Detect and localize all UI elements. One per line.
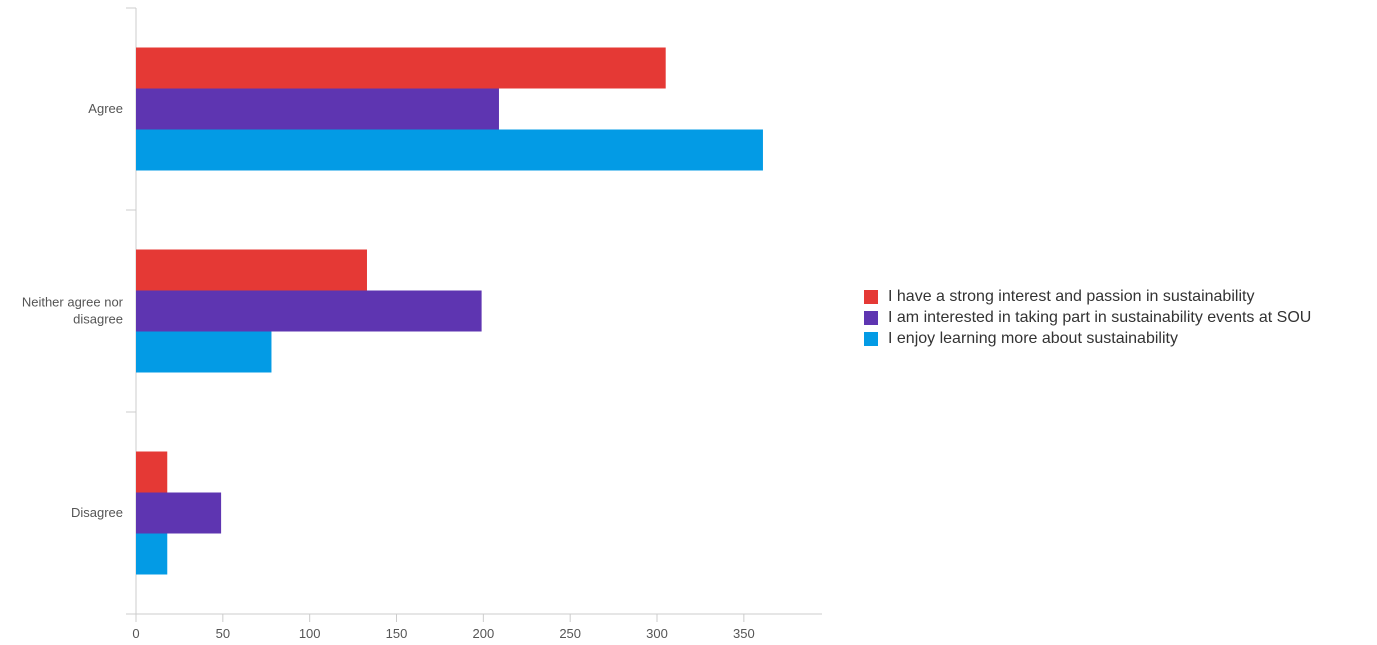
x-tick-label: 200 [472, 626, 494, 641]
y-category-label: Agree [88, 101, 123, 116]
legend-item: I have a strong interest and passion in … [864, 286, 1311, 307]
x-tick-label: 250 [559, 626, 581, 641]
legend-label: I enjoy learning more about sustainabili… [888, 329, 1178, 347]
legend-swatch [864, 310, 878, 325]
legend-swatch [864, 331, 878, 346]
chart-bars [136, 47, 763, 575]
x-tick-label: 350 [733, 626, 755, 641]
bar [136, 331, 272, 373]
bar [136, 492, 222, 534]
legend-label: I have a strong interest and passion in … [888, 287, 1255, 305]
y-category-label: Neither agree nor disagree [22, 295, 124, 327]
legend-item: I am interested in taking part in sustai… [864, 307, 1311, 328]
x-tick-label: 0 [132, 626, 139, 641]
bar [136, 290, 482, 332]
x-tick-label: 300 [646, 626, 668, 641]
x-tick-label: 150 [386, 626, 408, 641]
chart-labels: 0 50 100 150 200 250 300 350 Agree Neither agree … [22, 101, 755, 641]
legend-label: I am interested in taking part in sustai… [888, 308, 1312, 326]
chart-legend: I have a strong interest and passion in … [864, 286, 1311, 349]
bar [136, 88, 499, 130]
bar [136, 451, 168, 493]
bar [136, 47, 666, 89]
bar [136, 533, 168, 575]
legend-swatch [864, 289, 878, 304]
y-category-label: Disagree [71, 505, 123, 520]
x-tick-label: 100 [299, 626, 321, 641]
x-tick-label: 50 [216, 626, 230, 641]
bar [136, 249, 367, 291]
legend-item: I enjoy learning more about sustainabili… [864, 328, 1311, 349]
bar [136, 129, 763, 171]
